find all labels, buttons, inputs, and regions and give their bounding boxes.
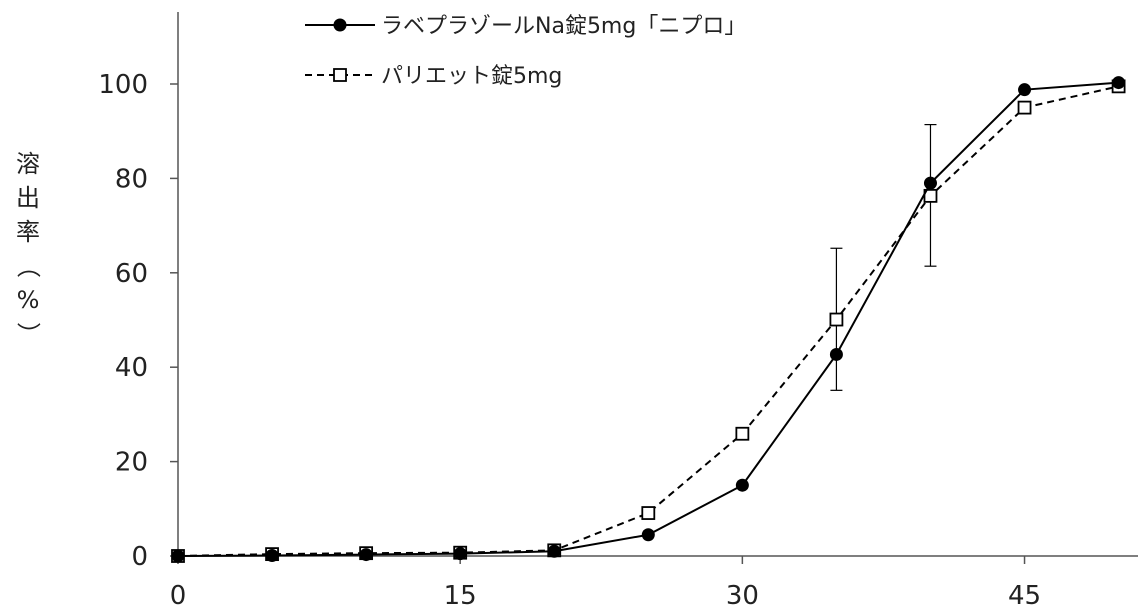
y-tick-label: 80 [115,164,148,194]
y-tick-label: 100 [98,70,148,100]
y-tick-label: 60 [115,259,148,289]
data-point [359,548,373,562]
data-point [171,549,185,563]
data-point [1017,100,1032,115]
data-point [547,544,561,558]
data-point [1112,76,1126,90]
data-point [453,547,467,561]
y-axis-label-char: 率 [16,218,40,246]
x-tick-label: 30 [726,581,759,611]
y-tick-label: 20 [115,448,148,478]
series-layer [171,76,1126,563]
data-point [923,176,937,190]
data-point [735,478,749,492]
y-tick-label: 40 [115,353,148,383]
data-point [735,426,750,441]
y-axis-label-char: （ [14,254,42,278]
y-axis-label-char: % [17,286,40,314]
data-point [265,549,279,563]
axes [177,12,1138,557]
data-point [829,312,844,327]
legend: ラベプラゾールNa錠5mg「ニプロ」パリエット錠5mg [305,14,746,89]
x-tick-label: 0 [170,581,187,611]
y-ticks: 0 20 40 60 80 100 [98,70,178,572]
data-point [641,506,656,520]
legend-marker [333,68,347,82]
x-ticks: 0 15 30 45 [170,556,1041,611]
y-axis-label-char: ） [14,322,42,346]
y-axis-label-char: 溶 [16,150,40,178]
series-line [177,85,1119,557]
x-tick-label: 45 [1008,581,1041,611]
y-axis-label-char: 出 [16,184,40,212]
data-point [641,528,655,542]
legend-label: ラベプラゾールNa錠5mg「ニプロ」 [381,14,746,39]
x-tick-label: 15 [444,581,477,611]
y-tick-label: 0 [131,542,148,572]
y-axis-label: 溶出率 （% ） [14,150,42,346]
series-line [177,81,1119,557]
data-point [829,347,843,361]
legend-marker [333,18,347,32]
legend-label: パリエット錠5mg [381,64,562,89]
data-point [1018,83,1032,97]
